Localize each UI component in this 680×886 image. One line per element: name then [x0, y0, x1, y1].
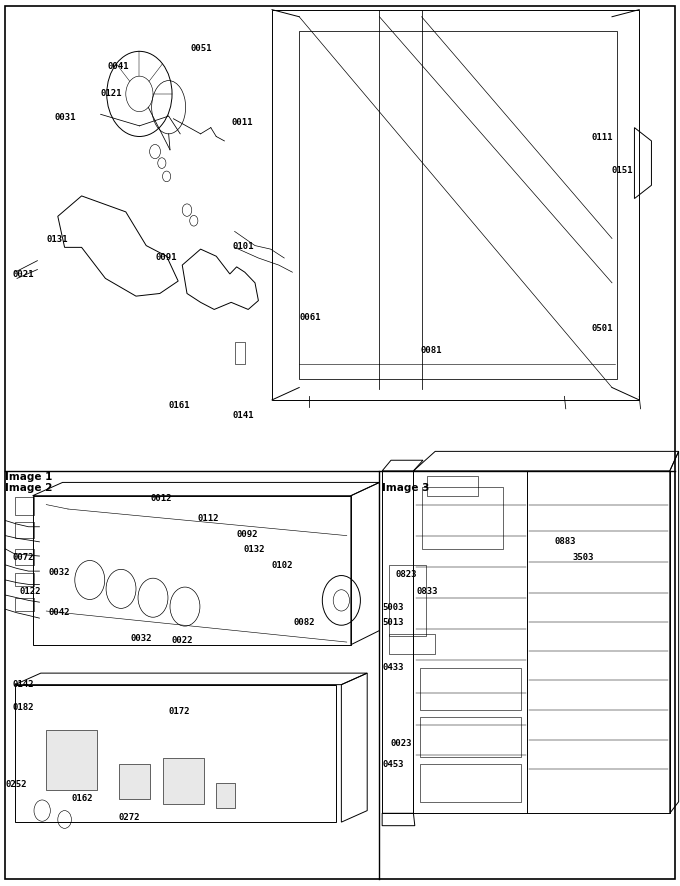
- Bar: [420, 718, 521, 758]
- Bar: [427, 477, 478, 496]
- Text: 0272: 0272: [119, 812, 141, 821]
- Bar: [389, 565, 426, 636]
- Bar: [15, 573, 34, 587]
- Text: 0131: 0131: [46, 235, 68, 244]
- Bar: [119, 764, 150, 799]
- Text: 0082: 0082: [294, 618, 316, 626]
- Text: 0031: 0031: [54, 113, 76, 121]
- Text: 0032: 0032: [49, 567, 71, 576]
- Text: 5003: 5003: [382, 602, 404, 611]
- Text: 0172: 0172: [169, 706, 190, 715]
- Text: 0011: 0011: [231, 118, 253, 127]
- Text: 0022: 0022: [171, 635, 193, 644]
- Text: 0042: 0042: [49, 607, 71, 616]
- Text: 0141: 0141: [233, 410, 254, 419]
- Bar: [15, 523, 34, 539]
- Text: 0453: 0453: [382, 759, 404, 768]
- Bar: [422, 487, 503, 549]
- Text: 0501: 0501: [592, 323, 613, 332]
- Text: 0433: 0433: [382, 662, 404, 671]
- Text: 0122: 0122: [19, 587, 41, 595]
- Text: 3503: 3503: [573, 552, 594, 561]
- Text: 0162: 0162: [71, 793, 93, 802]
- Bar: [216, 783, 235, 808]
- Text: 0041: 0041: [107, 62, 129, 71]
- Text: 0081: 0081: [420, 346, 442, 354]
- Text: 0883: 0883: [554, 536, 576, 545]
- Bar: [15, 598, 34, 611]
- Text: 0161: 0161: [169, 400, 190, 409]
- Text: 0252: 0252: [5, 780, 27, 789]
- Text: 0092: 0092: [237, 530, 258, 539]
- Bar: [389, 634, 435, 654]
- Bar: [33, 496, 351, 645]
- Bar: [420, 668, 521, 711]
- Bar: [420, 765, 521, 802]
- Text: 0111: 0111: [592, 133, 613, 142]
- Text: 0012: 0012: [151, 494, 173, 502]
- Text: Image 2: Image 2: [5, 483, 53, 493]
- Text: 0091: 0091: [155, 253, 177, 261]
- Bar: [15, 549, 34, 565]
- Text: 0151: 0151: [612, 166, 634, 175]
- Bar: [272, 11, 639, 400]
- Text: Image 1: Image 1: [5, 471, 53, 481]
- Text: 0121: 0121: [101, 89, 122, 97]
- Bar: [15, 685, 336, 822]
- Text: 0051: 0051: [190, 44, 212, 53]
- Bar: [15, 498, 34, 516]
- Text: 0023: 0023: [391, 738, 413, 747]
- Bar: [163, 758, 204, 804]
- Bar: [46, 730, 97, 790]
- Text: 0021: 0021: [12, 270, 34, 279]
- Text: 0823: 0823: [396, 570, 418, 579]
- Text: 0032: 0032: [131, 633, 152, 642]
- Text: 0132: 0132: [243, 545, 265, 554]
- Text: 0142: 0142: [12, 680, 34, 688]
- Text: 0833: 0833: [416, 587, 438, 595]
- Text: 5013: 5013: [382, 618, 404, 626]
- Text: 0102: 0102: [272, 560, 294, 569]
- Bar: [235, 343, 245, 365]
- Bar: [299, 32, 617, 379]
- Text: 0112: 0112: [197, 514, 219, 523]
- Text: Image 3: Image 3: [382, 483, 430, 493]
- Text: 0182: 0182: [12, 703, 34, 711]
- Text: 0101: 0101: [233, 242, 254, 251]
- Text: 0072: 0072: [12, 552, 34, 561]
- Text: 0061: 0061: [299, 313, 321, 322]
